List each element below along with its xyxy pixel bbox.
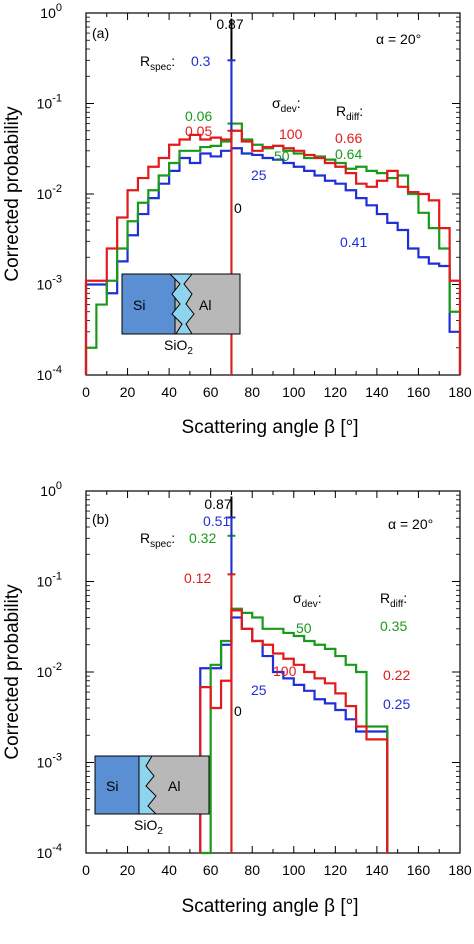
inset-si-label: Si: [106, 778, 118, 794]
alpha-label: α = 20°: [376, 31, 421, 47]
x-tick-label: 60: [203, 384, 219, 400]
green-spec-value: 0.32: [189, 530, 216, 546]
x-tick-label: 120: [324, 384, 348, 400]
rdiff-red-value: 0.66: [335, 130, 362, 146]
al-region: [138, 755, 210, 815]
sigma-dev-label: σdev:: [293, 590, 322, 610]
x-tick-label: 140: [365, 384, 389, 400]
x-tick-label: 60: [203, 862, 219, 878]
inset-al-label: Al: [199, 297, 211, 313]
series-25-curve: [199, 616, 389, 853]
svg-text:Rspec:: Rspec:: [140, 530, 175, 550]
y-axis-title: Corrected probability: [2, 106, 23, 282]
panel-label: (b): [92, 511, 109, 527]
sio2-layer: [138, 755, 158, 815]
sigma-red-value: 100: [279, 126, 303, 142]
r-diff-label: Rdiff:: [380, 590, 407, 610]
series-25-curve: [84, 147, 462, 375]
x-tick-label: 20: [120, 384, 136, 400]
peak-label: 0.87: [216, 16, 243, 32]
series-layer: [199, 496, 389, 855]
x-tick-label: 40: [161, 384, 177, 400]
inset-si-label: Si: [133, 297, 145, 313]
x-tick-label: 80: [244, 862, 260, 878]
sigma-red-value: 100: [273, 663, 297, 679]
y-tick-labels: 100 10-1 10-2 10-3 10-4: [37, 2, 62, 383]
sigma-black-value: 0: [234, 703, 242, 719]
y-tick-label: 100: [40, 480, 62, 499]
rdiff-red-value: 0.22: [383, 667, 410, 683]
x-tick-label: 140: [365, 862, 389, 878]
red-spec-value: 0.12: [184, 570, 211, 586]
panel-a: 0 20 40 60 80 100 120 140 160 180 100 10-1 10-2 10-3…: [2, 2, 472, 438]
axis-ticks: [85, 490, 461, 854]
x-tick-label: 0: [82, 384, 90, 400]
svg-text:σdev:: σdev:: [272, 95, 301, 115]
y-axis-title: Corrected probability: [2, 584, 23, 760]
alpha-label: α = 20°: [388, 516, 433, 532]
x-axis-title: Scattering angle β [°]: [182, 417, 359, 438]
sigma-black-value: 0: [234, 200, 242, 216]
svg-text:Rdiff:: Rdiff:: [380, 590, 407, 610]
si-region: [121, 273, 176, 335]
y-tick-label: 100: [40, 2, 62, 21]
x-tick-label: 160: [407, 384, 431, 400]
peak-label: 0.87: [204, 496, 231, 512]
sigma-dev-label: σdev:: [272, 95, 301, 115]
r-spec-label: Rspec:: [140, 530, 175, 550]
y-tick-label: 10-4: [37, 364, 62, 383]
panel-label: (a): [92, 25, 109, 41]
x-tick-label: 120: [324, 862, 348, 878]
r-spec-label: Rspec:: [140, 53, 175, 73]
axis-ticks: [85, 12, 461, 376]
x-tick-labels: 0 20 40 60 80 100 120 140 160 180: [82, 384, 472, 400]
y-tick-label: 10-3: [37, 752, 62, 771]
series-100-curve: [84, 129, 462, 375]
interface-inset: Si Al SiO2: [121, 273, 241, 357]
red-spec-value: 0.05: [185, 123, 212, 139]
y-tick-label: 10-2: [37, 183, 62, 202]
blue-spec-value: 0.3: [191, 53, 211, 69]
inset-sio2-label: SiO2: [134, 817, 163, 837]
interface-inset: Si Al SiO2: [94, 755, 210, 837]
x-tick-label: 40: [161, 862, 177, 878]
sigma-blue-value: 25: [251, 682, 267, 698]
rdiff-blue-value: 0.25: [383, 696, 410, 712]
panel-b: 0 20 40 60 80 100 120 140 160 180 100 10-1 10-2 10-3…: [2, 480, 472, 917]
sigma-blue-value: 25: [251, 167, 267, 183]
svg-text:Rspec:: Rspec:: [140, 53, 175, 73]
green-spec-value: 0.06: [185, 108, 212, 124]
sio2-layer: [168, 273, 195, 335]
inset-sio2-label: SiO2: [164, 337, 193, 357]
r-diff-label: Rdiff:: [336, 103, 363, 123]
x-tick-label: 80: [244, 384, 260, 400]
svg-text:Rdiff:: Rdiff:: [336, 103, 363, 123]
rdiff-green-value: 0.64: [335, 146, 362, 162]
svg-text:σdev:: σdev:: [293, 590, 322, 610]
si-region: [94, 755, 140, 815]
x-tick-label: 160: [407, 862, 431, 878]
rdiff-blue-value: 0.41: [340, 234, 367, 250]
x-tick-label: 100: [282, 384, 306, 400]
rdiff-green-value: 0.35: [380, 618, 407, 634]
x-tick-label: 180: [448, 862, 472, 878]
blue-spec-value: 0.51: [203, 513, 230, 529]
y-tick-labels: 100 10-1 10-2 10-3 10-4: [37, 480, 62, 861]
x-tick-label: 0: [82, 862, 90, 878]
x-tick-label: 20: [120, 862, 136, 878]
y-tick-label: 10-1: [37, 571, 62, 590]
y-tick-label: 10-2: [37, 661, 62, 680]
inset-al-label: Al: [168, 778, 180, 794]
sigma-green-value: 50: [274, 148, 290, 164]
x-tick-label: 180: [448, 384, 472, 400]
x-tick-label: 100: [282, 862, 306, 878]
sigma-green-value: 50: [296, 620, 312, 636]
series-50-curve: [84, 122, 462, 375]
x-tick-labels: 0 20 40 60 80 100 120 140 160 180: [82, 862, 472, 878]
y-tick-label: 10-3: [37, 274, 62, 293]
x-axis-title: Scattering angle β [°]: [182, 896, 359, 917]
y-tick-label: 10-1: [37, 93, 62, 112]
y-tick-label: 10-4: [37, 842, 62, 861]
